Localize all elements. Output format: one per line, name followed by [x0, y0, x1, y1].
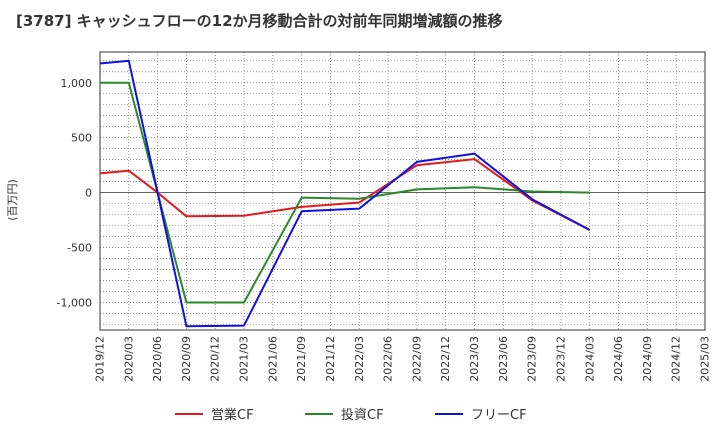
x-tick-label: 2024/06	[612, 336, 625, 382]
chart-title: [3787] キャッシュフローの12か月移動合計の対前年同期増減額の推移	[16, 12, 503, 30]
series-line	[99, 59, 591, 328]
y-tick-label: 1,000	[61, 77, 93, 90]
y-tick-label: 500	[71, 132, 92, 145]
y-axis-ticks: 1,000 500 0 -500 -1,000	[57, 77, 92, 310]
y-tick-label: 0	[85, 187, 92, 200]
x-tick-label: 2021/12	[324, 336, 337, 382]
x-tick-label: 2022/12	[439, 336, 452, 382]
x-tick-label: 2020/09	[180, 336, 193, 382]
legend-label: 営業CF	[211, 407, 254, 423]
y-tick-label: -500	[67, 242, 92, 255]
x-tick-label: 2023/06	[497, 336, 510, 382]
x-tick-label: 2024/09	[641, 336, 654, 382]
grid	[100, 52, 705, 330]
legend-label: 投資CF	[341, 407, 384, 423]
x-tick-label: 2022/06	[382, 336, 395, 382]
series-line	[100, 81, 590, 304]
x-tick-label: 2024/12	[670, 336, 683, 382]
series-line	[99, 158, 591, 231]
x-tick-label: 2021/06	[266, 336, 279, 382]
y-axis-label: (百万円)	[6, 179, 19, 221]
x-tick-label: 2022/03	[353, 336, 366, 382]
legend-label: フリーCF	[471, 408, 527, 423]
x-tick-label: 2020/06	[151, 336, 164, 382]
x-tick-label: 2023/09	[526, 336, 539, 382]
x-tick-label: 2020/12	[209, 336, 222, 382]
x-tick-label: 2021/09	[295, 336, 308, 382]
legend: 営業CF 投資CF フリーCF	[175, 407, 527, 423]
x-axis-ticks: 2019/12 2020/03 2020/06 2020/09 2020/12 2021/…	[94, 336, 712, 382]
x-tick-label: 2019/12	[94, 336, 107, 382]
y-tick-label: -1,000	[57, 297, 92, 310]
x-tick-label: 2023/03	[468, 336, 481, 382]
x-tick-label: 2025/03	[699, 336, 712, 382]
x-tick-label: 2023/12	[554, 336, 567, 382]
x-tick-label: 2022/09	[410, 336, 423, 382]
series-lines	[99, 59, 591, 328]
x-tick-label: 2020/03	[122, 336, 135, 382]
x-tick-label: 2024/03	[583, 336, 596, 382]
x-tick-label: 2021/03	[238, 336, 251, 382]
